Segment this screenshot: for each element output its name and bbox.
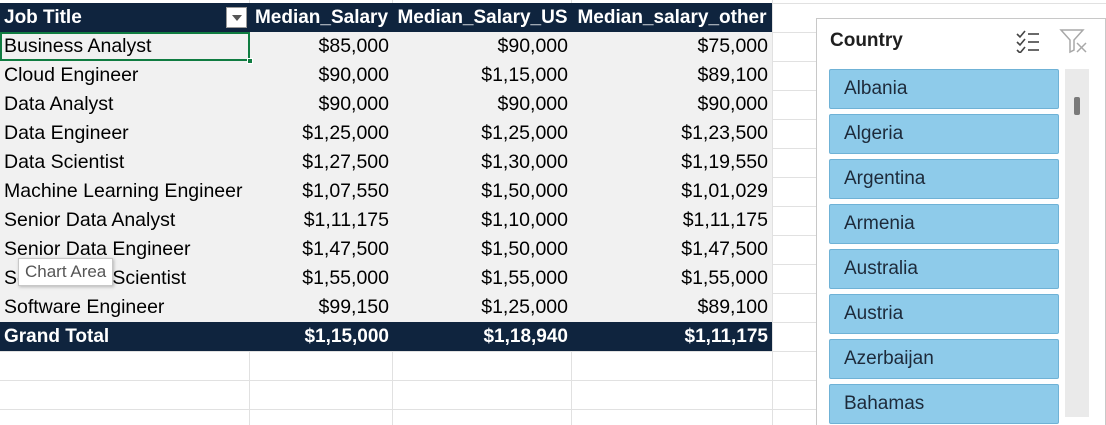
table-row: Senior Data Analyst $1,11,175 $1,10,000 $1,… — [0, 206, 772, 235]
slicer-item[interactable]: Algeria — [829, 114, 1059, 154]
table-row: Senior Data Scientist$1,55,000$1,55,000$… — [0, 264, 772, 293]
job-title-cell[interactable]: Business Analyst — [0, 32, 253, 64]
median-salary-us-cell[interactable]: $90,000 — [497, 35, 569, 57]
median-salary-other-cell[interactable]: $1,01,029 — [681, 180, 768, 202]
median-salary-other-cell[interactable]: $1,55,000 — [681, 267, 768, 289]
median-salary-us-cell[interactable]: $1,25,000 — [481, 296, 568, 318]
country-slicer[interactable]: Country Albania Algeria Argentina Armenia Au… — [816, 18, 1106, 425]
slicer-item[interactable]: Azerbaijan — [829, 339, 1059, 379]
multi-select-icon[interactable] — [1015, 29, 1041, 53]
slicer-item[interactable]: Australia — [829, 249, 1059, 289]
median-salary-cell[interactable]: $90,000 — [318, 64, 390, 86]
slicer-item[interactable]: Armenia — [829, 204, 1059, 244]
median-salary-us-cell[interactable]: $1,50,000 — [481, 238, 568, 260]
job-title-cell[interactable]: Data Engineer — [4, 122, 129, 144]
grand-total-label[interactable]: Grand Total — [4, 325, 110, 347]
median-salary-us-cell[interactable]: $1,30,000 — [481, 151, 568, 173]
median-salary-cell[interactable]: $1,11,175 — [303, 209, 389, 231]
table-row: Cloud Engineer $90,000 $1,15,000 $89,100 — [0, 61, 772, 90]
slicer-scroll-thumb[interactable] — [1074, 97, 1080, 115]
pivot-header-row: Job Title Median_Salary Median_Salary_US… — [0, 3, 772, 32]
median-salary-cell[interactable]: $1,25,000 — [302, 122, 389, 144]
job-title-cell[interactable]: Senior Data Engineer — [4, 238, 191, 260]
median-salary-cell[interactable]: $1,55,000 — [302, 267, 389, 289]
median-salary-other-cell[interactable]: $89,100 — [697, 64, 769, 86]
median-salary-us-cell[interactable]: $1,15,000 — [481, 64, 568, 86]
median-salary-cell[interactable]: $1,07,550 — [302, 180, 389, 202]
grand-total-us[interactable]: $1,18,940 — [483, 325, 568, 347]
header-job-title[interactable]: Job Title — [0, 3, 250, 32]
median-salary-cell[interactable]: $1,27,500 — [302, 151, 389, 173]
median-salary-us-cell[interactable]: $1,25,000 — [481, 122, 568, 144]
median-salary-cell[interactable]: $90,000 — [318, 93, 390, 115]
table-row: Software Engineer $99,150 $1,25,000 $89,100 — [0, 293, 772, 322]
median-salary-other-cell[interactable]: $1,11,175 — [682, 209, 768, 231]
job-title-cell[interactable]: Machine Learning Engineer — [4, 180, 243, 202]
job-title-cell[interactable]: Data Analyst — [4, 93, 114, 115]
table-row: Business Analyst $85,000 $90,000 $75,000 — [0, 32, 772, 64]
job-title-cell[interactable]: Cloud Engineer — [4, 64, 139, 86]
column-divider — [772, 0, 773, 425]
median-salary-other-cell[interactable]: $75,000 — [697, 35, 769, 57]
median-salary-us-cell[interactable]: $1,50,000 — [481, 180, 568, 202]
table-row: Machine Learning Engineer $1,07,550 $1,50,… — [0, 177, 772, 206]
slicer-item-list: Albania Algeria Argentina Armenia Australia A… — [829, 69, 1059, 425]
clear-filter-icon[interactable] — [1059, 27, 1089, 55]
grand-total-other[interactable]: $1,11,175 — [684, 325, 768, 347]
median-salary-other-cell[interactable]: $90,000 — [697, 93, 769, 115]
slicer-scrollbar[interactable] — [1065, 69, 1089, 417]
pivot-table: Job Title Median_Salary Median_Salary_US… — [0, 3, 772, 351]
table-row: Data Scientist $1,27,500 $1,30,000 $1,19,55… — [0, 148, 772, 177]
grand-total-row: Grand Total $1,15,000 $1,18,940 $1,11,17… — [0, 322, 772, 351]
median-salary-other-cell[interactable]: $1,23,500 — [681, 122, 768, 144]
header-median-salary-us[interactable]: Median_Salary_US — [397, 6, 568, 28]
median-salary-cell[interactable]: $99,150 — [318, 296, 390, 318]
table-row: Data Analyst $90,000 $90,000 $90,000 — [0, 90, 772, 119]
slicer-title: Country — [830, 30, 903, 51]
median-salary-us-cell[interactable]: $1,10,000 — [481, 209, 568, 231]
chart-area-tooltip: Chart Area — [18, 258, 114, 286]
median-salary-other-cell[interactable]: $1,47,500 — [681, 238, 768, 260]
median-salary-us-cell[interactable]: $90,000 — [497, 93, 569, 115]
slicer-item[interactable]: Albania — [829, 69, 1059, 109]
median-salary-other-cell[interactable]: $1,19,550 — [681, 151, 768, 173]
table-row: Data Engineer $1,25,000 $1,25,000 $1,23,500 — [0, 119, 772, 148]
median-salary-other-cell[interactable]: $89,100 — [697, 296, 769, 318]
job-title-cell[interactable]: Software Engineer — [4, 296, 165, 318]
slicer-item[interactable]: Bahamas — [829, 384, 1059, 424]
filter-dropdown-icon[interactable] — [226, 7, 247, 28]
table-row: Senior Data Engineer $1,47,500 $1,50,000 $1… — [0, 235, 772, 264]
job-title-cell[interactable]: Data Scientist — [4, 151, 125, 173]
slicer-item[interactable]: Argentina — [829, 159, 1059, 199]
job-title-cell[interactable]: Senior Data Analyst — [4, 209, 176, 231]
median-salary-cell[interactable]: $85,000 — [318, 35, 390, 57]
slicer-item[interactable]: Austria — [829, 294, 1059, 334]
grand-total-median[interactable]: $1,15,000 — [304, 325, 389, 347]
header-median-salary[interactable]: Median_Salary — [254, 6, 389, 28]
header-median-salary-other[interactable]: Median_salary_other — [577, 6, 767, 28]
median-salary-cell[interactable]: $1,47,500 — [302, 238, 389, 260]
median-salary-us-cell[interactable]: $1,55,000 — [481, 267, 568, 289]
selection-fill-handle[interactable] — [247, 58, 253, 64]
